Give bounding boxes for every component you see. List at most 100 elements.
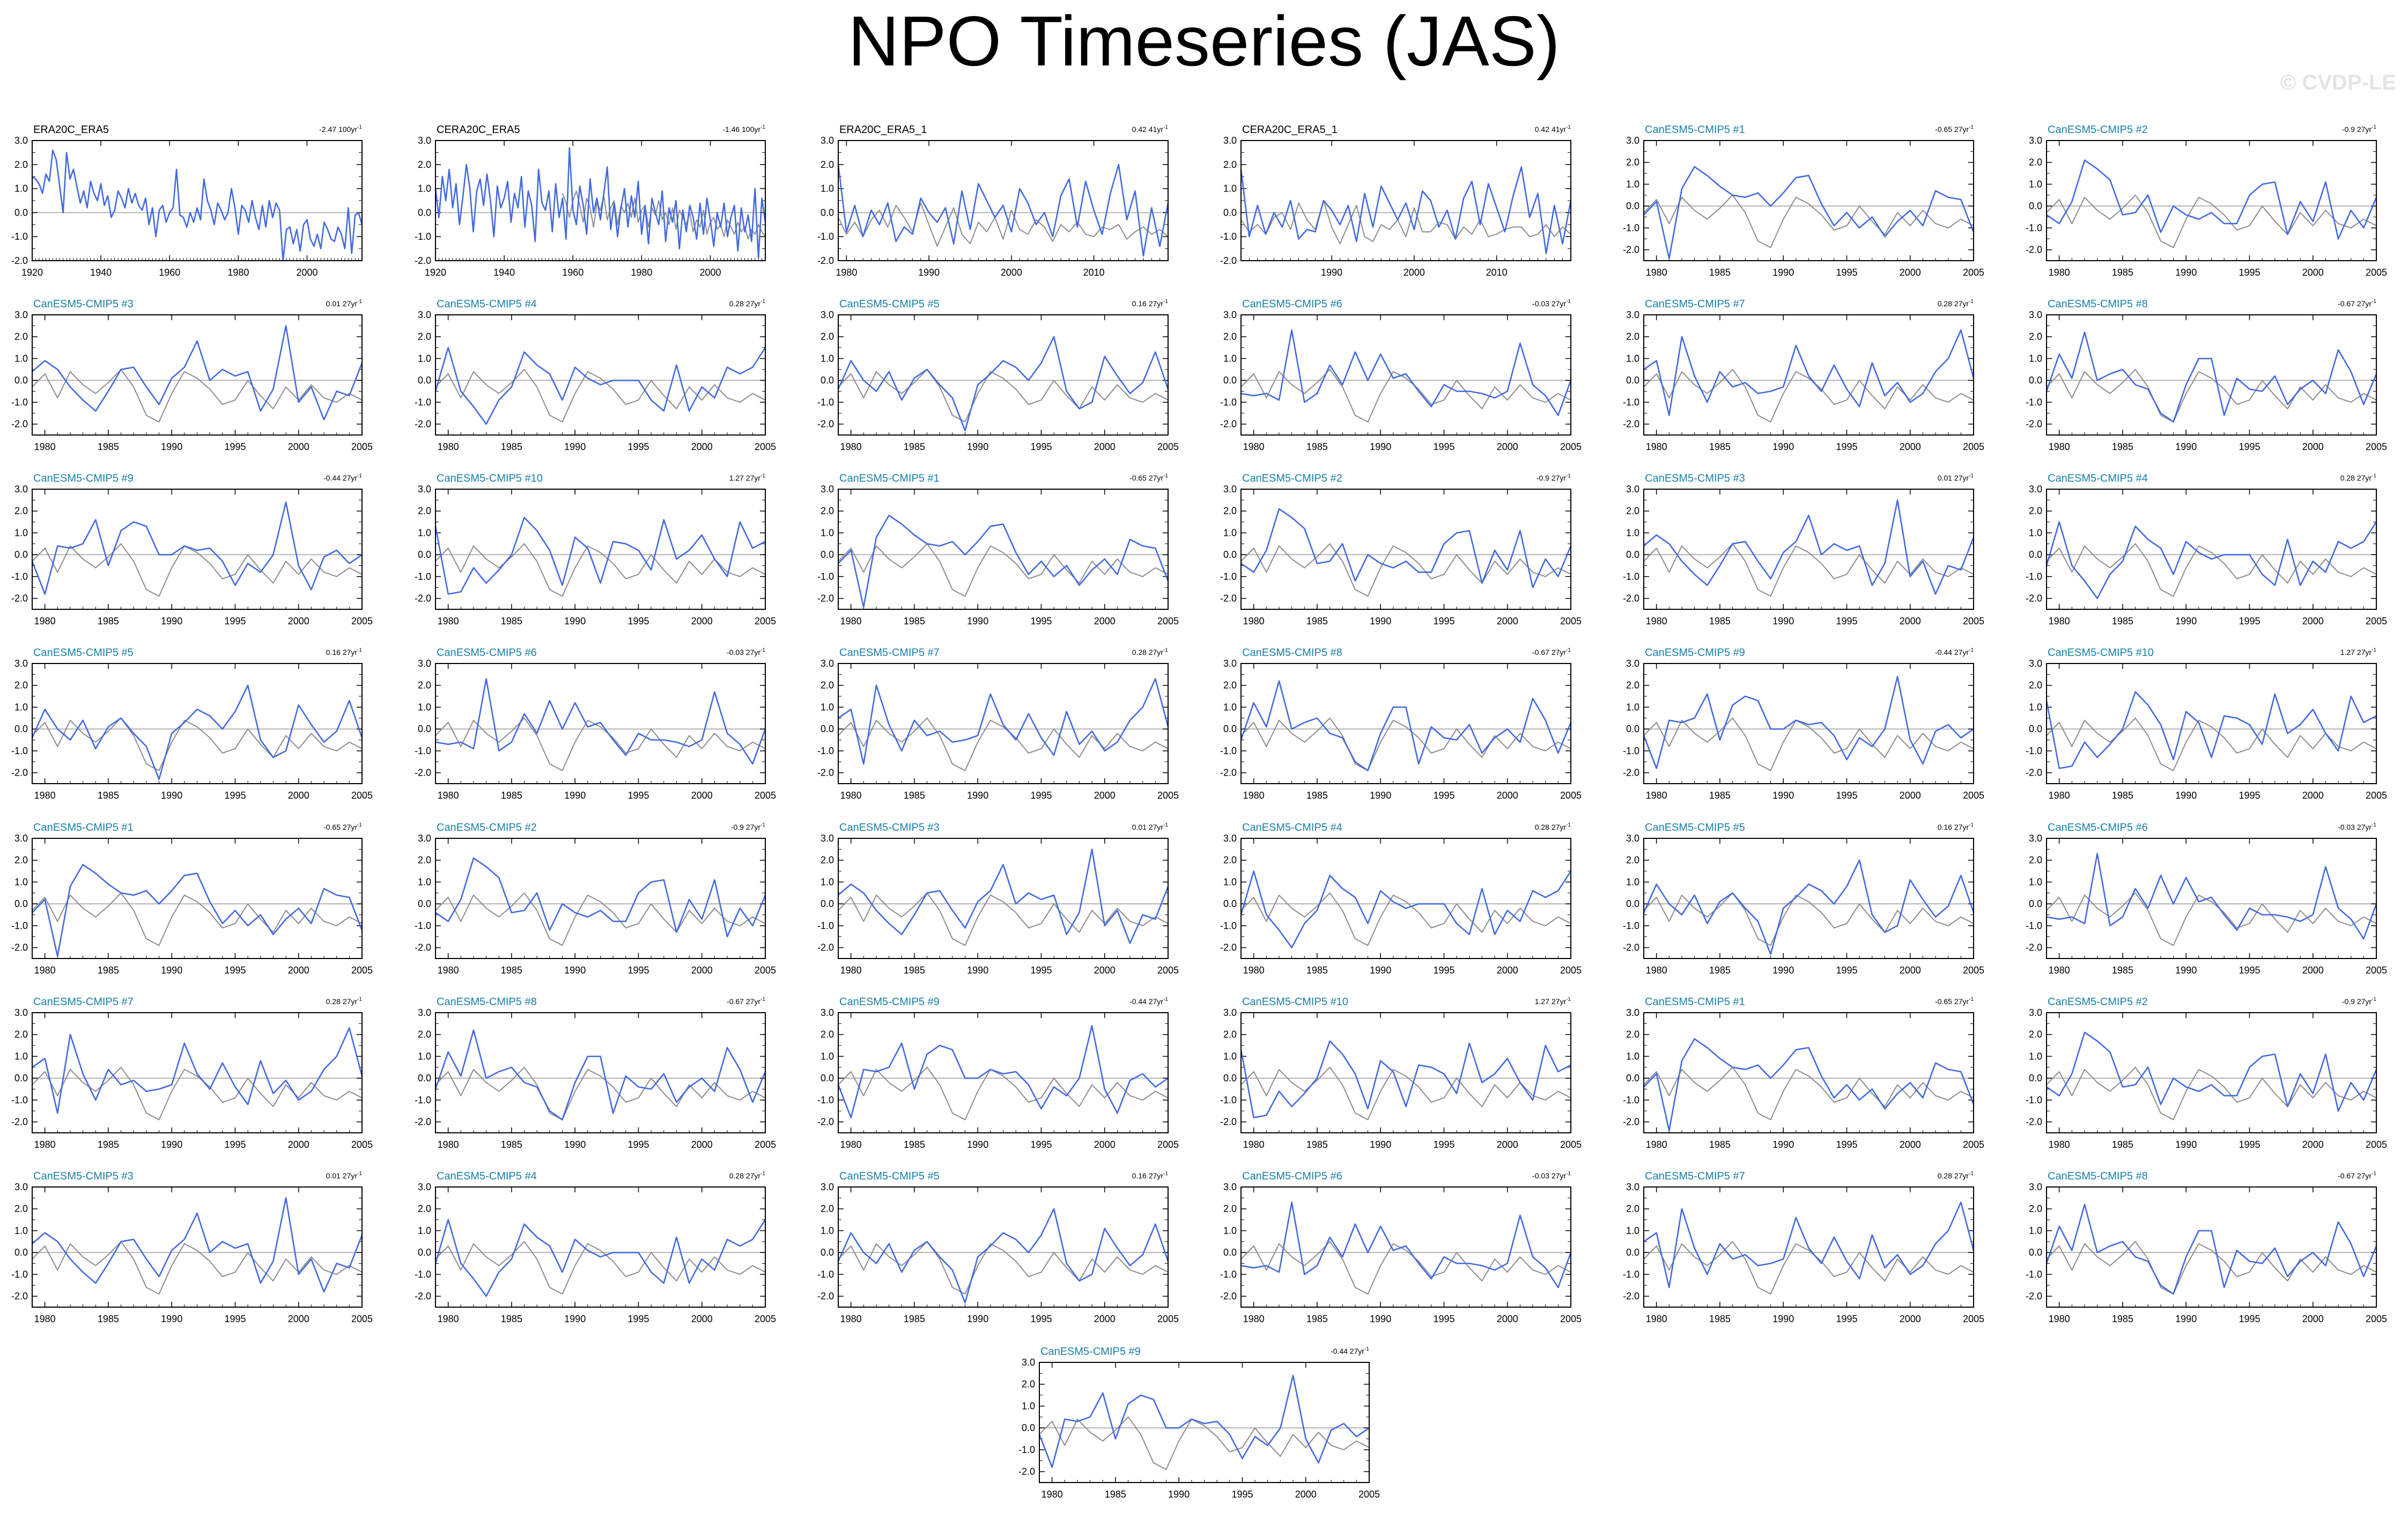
y-tick-label: 1.0 [14, 1225, 28, 1236]
x-tick-label: 1990 [1370, 965, 1391, 976]
y-tick-label: 0.0 [1223, 549, 1237, 560]
x-tick-label: 2000 [1094, 616, 1116, 626]
y-tick-label: -1.0 [1220, 231, 1237, 242]
y-tick-label: 2.0 [1626, 855, 1639, 866]
y-tick-label: -2.0 [11, 593, 28, 604]
trend-exponent: -1 [357, 473, 362, 479]
y-tick-label: -1.0 [11, 1269, 28, 1280]
trend-exponent: -1 [1566, 1171, 1571, 1177]
y-tick-label: 1.0 [1626, 1051, 1639, 1061]
y-tick-label: 3.0 [14, 1182, 28, 1192]
y-tick-label: 1.0 [14, 353, 28, 364]
series-line-primary [1240, 1201, 1572, 1288]
panel-trend: 0.42 41yr-1 [1132, 124, 1169, 134]
x-tick-label: 1995 [1836, 267, 1857, 278]
x-tick-label: 1990 [2175, 267, 2197, 278]
y-tick-label: -2.0 [2026, 419, 2042, 430]
y-tick-label: 3.0 [1223, 1007, 1237, 1018]
y-tick-label: 0.0 [418, 898, 431, 909]
plot-frame [838, 663, 1169, 784]
series-line-primary [1643, 166, 1975, 260]
y-tick-label: -1.0 [1623, 1095, 1639, 1105]
y-tick-label: 0.0 [418, 724, 431, 734]
x-tick-label: 2005 [1963, 267, 1984, 278]
y-tick-label: 1.0 [2029, 876, 2042, 887]
y-tick-label: -2.0 [2026, 942, 2042, 953]
series-line-primary [32, 149, 363, 262]
y-tick-label: 3.0 [1223, 1182, 1237, 1192]
x-tick-label: 1980 [438, 1314, 459, 1324]
y-tick-label: -2.0 [1220, 593, 1237, 604]
x-tick-label: 2005 [1963, 1139, 1984, 1150]
series-line-primary [2046, 159, 2377, 240]
x-tick-label: 1995 [1030, 1314, 1052, 1324]
y-tick-label: 3.0 [418, 309, 431, 320]
trend-exponent: -1 [357, 647, 362, 653]
y-tick-label: -1.0 [1220, 571, 1237, 582]
x-tick-label: 1995 [1836, 1139, 1857, 1150]
series-line-primary [1643, 676, 1974, 769]
trend-exponent: -1 [2372, 647, 2376, 653]
y-tick-label: 3.0 [1223, 484, 1237, 495]
plot-frame [1039, 1362, 1370, 1483]
panel-title: CanESM5-CMIP5 #8 [2048, 298, 2148, 310]
panel-title: CanESM5-CMIP5 #10 [1242, 996, 1348, 1008]
x-tick-label: 1990 [1772, 441, 1794, 452]
panel-trend: 0.16 27yr-1 [1132, 1171, 1169, 1180]
x-tick-label: 1980 [34, 1314, 56, 1324]
x-tick-label: 1940 [493, 267, 515, 278]
x-tick-label: 2000 [691, 441, 713, 452]
trend-exponent: -1 [2372, 1171, 2376, 1177]
chart-panel: CanESM5-CMIP5 #3 0.01 27yr-1 3.0 2.0 1.0 0.0 -… [817, 822, 1179, 976]
y-tick-label: -1.0 [1623, 397, 1639, 408]
y-tick-label: 3.0 [1626, 135, 1639, 146]
chart-panel: CanESM5-CMIP5 #1 -0.65 27yr-1 3.0 2.0 1.0 0.0… [1623, 124, 1984, 278]
panel-trend: -0.9 27yr-1 [1537, 473, 1571, 482]
panel-trend: -0.03 27yr-1 [1532, 1171, 1571, 1180]
panel-trend: 0.28 27yr-1 [1132, 647, 1169, 657]
y-tick-label: 1.0 [1223, 527, 1237, 538]
panel-trend: -0.67 27yr-1 [2338, 299, 2376, 308]
x-tick-label: 1995 [627, 965, 649, 976]
series-line-primary [32, 864, 363, 957]
y-tick-label: 3.0 [1626, 833, 1639, 844]
x-tick-label: 1990 [1370, 616, 1391, 626]
x-tick-label: 1985 [501, 790, 522, 801]
y-tick-label: 2.0 [821, 331, 834, 342]
y-tick-label: 2.0 [2029, 331, 2042, 342]
x-tick-label: 1995 [627, 790, 649, 801]
series-line-reference [435, 543, 766, 597]
x-tick-label: 1985 [1709, 1314, 1731, 1324]
y-tick-label: 3.0 [2029, 658, 2042, 669]
series-line-reference [1643, 717, 1974, 771]
x-tick-label: 1980 [2049, 1314, 2070, 1324]
chart-panel: CanESM5-CMIP5 #1 -0.65 27yr-1 3.0 2.0 1.0 0.0… [1623, 996, 1984, 1150]
y-tick-label: -2.0 [11, 768, 28, 778]
panel-title: CanESM5-CMIP5 #6 [2048, 822, 2148, 834]
x-tick-label: 1990 [967, 616, 988, 626]
series-line-primary [1643, 329, 1975, 416]
x-tick-label: 1985 [1306, 441, 1328, 452]
y-tick-label: 0.0 [1626, 549, 1639, 560]
x-tick-label: 1980 [1243, 1139, 1265, 1150]
y-tick-label: 2.0 [418, 159, 431, 170]
y-tick-label: 1.0 [14, 1051, 28, 1061]
x-tick-label: 1980 [1243, 790, 1265, 801]
x-tick-label: 1980 [631, 267, 652, 278]
y-tick-label: 0.0 [1626, 1073, 1639, 1083]
y-tick-label: 3.0 [418, 484, 431, 495]
series-line-reference [435, 1241, 766, 1295]
y-tick-label: -2.0 [817, 1117, 834, 1127]
y-tick-label: 2.0 [2029, 506, 2042, 517]
panel-title: CanESM5-CMIP5 #7 [1645, 298, 1745, 310]
panel-trend: -0.67 27yr-1 [727, 997, 765, 1006]
y-tick-label: 0.0 [418, 1073, 431, 1083]
series-line-primary [2045, 521, 2377, 599]
y-tick-label: -1.0 [415, 920, 431, 931]
y-tick-label: 3.0 [418, 1007, 431, 1018]
y-tick-label: 2.0 [418, 855, 431, 866]
chart-panel: CanESM5-CMIP5 #7 0.28 27yr-1 3.0 2.0 1.0 0.0 -… [11, 996, 373, 1150]
x-tick-label: 1985 [904, 790, 925, 801]
panel-title: CanESM5-CMIP5 #2 [1242, 473, 1342, 484]
y-tick-label: 2.0 [14, 331, 28, 342]
